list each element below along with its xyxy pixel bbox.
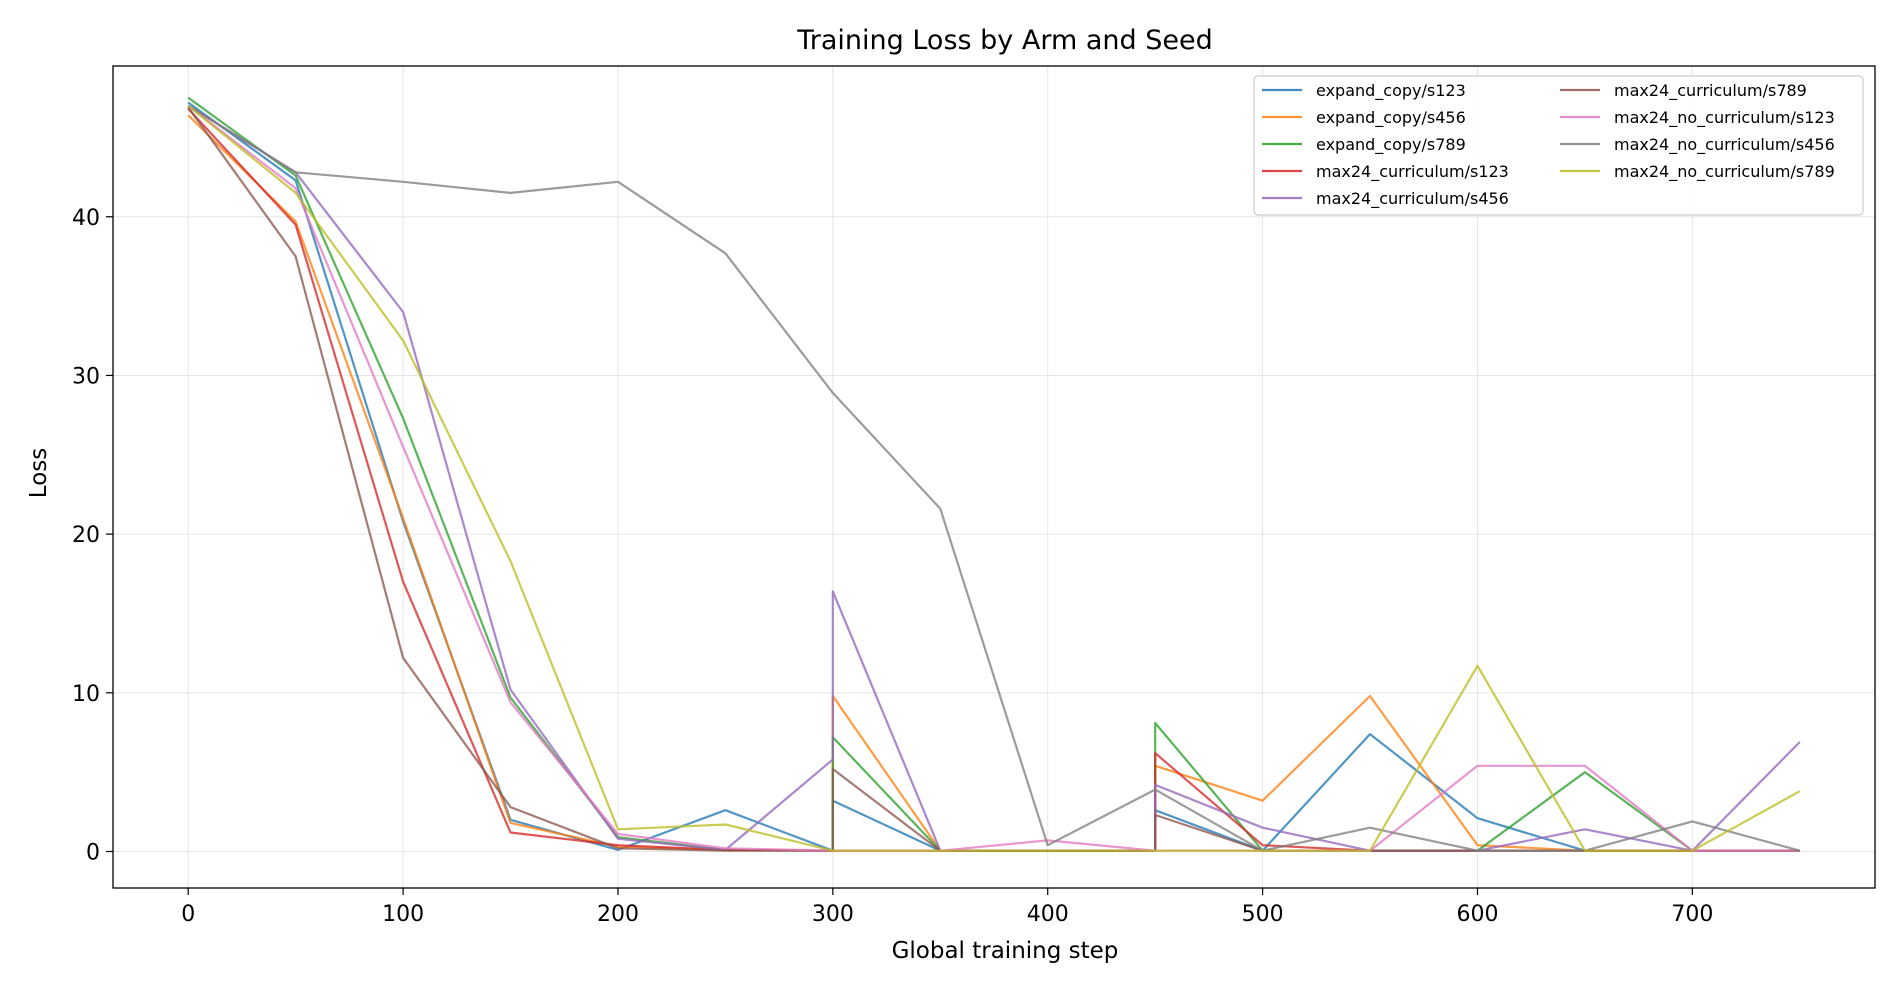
legend-entry-label: expand_copy/s123 [1316,81,1466,101]
x-tick-label: 100 [382,902,424,927]
y-tick-label: 30 [72,364,100,389]
x-tick-label: 0 [181,902,195,927]
legend-entry-label: max24_curriculum/s789 [1614,81,1807,101]
legend-entry-label: max24_curriculum/s456 [1316,189,1509,209]
legend-box [1253,75,1864,216]
x-tick-label: 500 [1242,902,1284,927]
x-tick-label: 600 [1456,902,1498,927]
y-tick-label: 0 [86,841,100,866]
series-line-8 [187,104,1801,852]
legend-entry-label: max24_curriculum/s123 [1316,162,1509,182]
series-line-9 [187,104,1801,852]
x-tick-label: 200 [597,902,639,927]
x-tick-label: 300 [812,902,854,927]
x-tick-label: 700 [1671,902,1713,927]
legend-entry-label: expand_copy/s456 [1316,108,1466,128]
legend: expand_copy/s123 expand_copy/s456 expand_c… [1253,75,1864,216]
y-tick-label: 40 [72,206,100,231]
y-axis-label: Loss [26,448,52,498]
legend-entry-label: max24_no_curriculum/s123 [1614,108,1835,128]
legend-entry-label: max24_no_curriculum/s456 [1614,135,1835,155]
series-line-7 [187,104,1800,852]
plot-area-frame [112,65,1876,889]
y-tick-label: 20 [72,523,100,548]
x-tick-label: 400 [1027,902,1069,927]
series-lines [187,96,1801,852]
y-tick-label: 10 [72,682,100,707]
axis-ticks: 0 100 200 300 400 500 600 700 0 10 20 30 40 [72,206,1713,927]
chart-title: Training Loss by Arm and Seed [796,25,1212,56]
legend-entry-label: expand_copy/s789 [1316,135,1466,155]
x-axis-label: Global training step [892,938,1119,964]
legend-entry-label: max24_no_curriculum/s789 [1614,162,1835,182]
